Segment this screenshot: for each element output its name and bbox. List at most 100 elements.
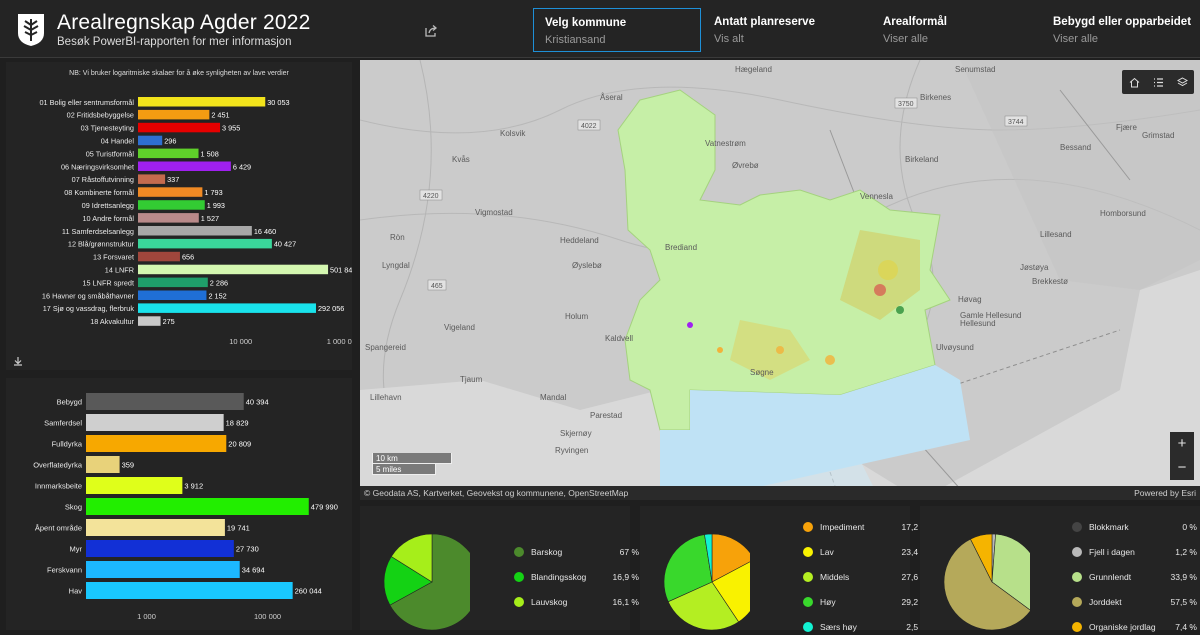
legend-swatch [1072, 597, 1082, 607]
legend-value: 29,2 % [901, 597, 928, 607]
app-header: Arealregnskap Agder 2022 Besøk PowerBI-r… [0, 0, 1200, 58]
pie-slice [970, 533, 993, 583]
category-label: 05 Turistformål [86, 149, 135, 158]
legend-value: 2,5 % [906, 622, 928, 632]
bar [86, 540, 234, 557]
bar [138, 226, 252, 236]
bar [138, 109, 210, 120]
share-icon[interactable] [424, 24, 438, 38]
site-quality-pie [663, 533, 750, 630]
svg-text:Kaldvell: Kaldvell [605, 334, 633, 343]
legend-item[interactable]: Blokkmark 0 % [1072, 521, 1197, 535]
layers-icon[interactable] [1170, 70, 1194, 94]
svg-text:4022: 4022 [581, 123, 597, 130]
filter-arealformal[interactable]: Arealformål Viser alle [872, 8, 1040, 52]
app-subtitle[interactable]: Besøk PowerBI-rapporten for mer informas… [57, 36, 292, 48]
powered-by-esri[interactable]: Powered by Esri [1134, 488, 1196, 498]
category-label: 04 Handel [101, 136, 135, 145]
svg-text:Bessand: Bessand [1060, 143, 1091, 152]
legend-value: 23,4 % [901, 547, 928, 557]
category-label: 03 Tjenesteyting [81, 124, 134, 133]
bar [86, 456, 120, 473]
legend-value: 27,6 % [901, 572, 928, 582]
download-icon[interactable] [13, 356, 23, 366]
value-label: 20 809 [228, 440, 251, 449]
legend-item[interactable]: Fjell i dagen 1,2 % [1072, 546, 1197, 560]
pie-slice [383, 556, 433, 606]
legend-label: Grunnlendt [1089, 572, 1132, 582]
legend-item[interactable]: Organiske jordlag 7,4 % [1072, 621, 1197, 635]
legend-label: Jorddekt [1089, 597, 1122, 607]
svg-text:Brediand: Brediand [665, 243, 697, 252]
filter-kommune[interactable]: Velg kommune Kristiansand [533, 8, 701, 52]
legend-item[interactable]: Lav 23,4 % [803, 546, 928, 560]
map-view[interactable]: Hægeland Senumstad Vatnestrøm Kvås Kolsv… [360, 60, 1200, 500]
legend-item[interactable]: Lauvskog 16,1 % [514, 596, 639, 610]
legend-label: Fjell i dagen [1089, 547, 1135, 557]
svg-text:Ulvøysund: Ulvøysund [936, 343, 974, 352]
legend-swatch [803, 522, 813, 532]
axis-tick-label: 1 000 000 [327, 337, 352, 346]
basemap[interactable]: Hægeland Senumstad Vatnestrøm Kvås Kolsv… [360, 60, 1200, 500]
legend-label: Lav [820, 547, 834, 557]
legend-label: Lauvskog [531, 597, 568, 607]
value-label: 479 990 [311, 503, 338, 512]
value-label: 2 286 [210, 278, 228, 287]
bar [86, 435, 227, 452]
svg-text:Holum: Holum [565, 312, 588, 321]
value-label: 19 741 [227, 524, 250, 533]
legend-item[interactable]: Grunnlendt 33,9 % [1072, 571, 1197, 585]
value-label: 3 955 [222, 124, 240, 133]
legend-icon[interactable] [1146, 70, 1170, 94]
bar [138, 251, 180, 262]
map-toolbar [1122, 70, 1194, 94]
value-label: 275 [163, 317, 175, 326]
legend-swatch [1072, 572, 1082, 582]
legend-item[interactable]: Særs høy 2,5 % [803, 621, 928, 635]
svg-text:Skjernøy: Skjernøy [560, 429, 592, 438]
category-label: 14 LNFR [105, 265, 134, 274]
legend-value: 16,9 % [612, 572, 639, 582]
legend-item[interactable]: Blandingsskog 16,9 % [514, 571, 639, 585]
svg-text:Tjaum: Tjaum [460, 375, 483, 384]
zoom-out-button[interactable]: − [1170, 456, 1194, 480]
landcover-chart-panel: Bebygd 40 394 Samferdsel 18 829 Fulldyrka 20 … [6, 378, 352, 630]
legend-label: Særs høy [820, 622, 857, 632]
log-scale-note: NB: Vi bruker logaritmiske skalaer for å… [69, 70, 289, 77]
legend-item[interactable]: Middels 27,6 % [803, 571, 928, 585]
filter-label: Antatt planreserve [714, 16, 815, 28]
svg-text:Ryvingen: Ryvingen [555, 446, 588, 455]
value-label: 1 508 [201, 149, 219, 158]
home-icon[interactable] [1122, 70, 1146, 94]
legend-item[interactable]: Jorddekt 57,5 % [1072, 596, 1197, 610]
legend-label: Blandingsskog [531, 572, 587, 582]
category-label: Åpent område [35, 524, 82, 533]
filter-planreserve[interactable]: Antatt planreserve Vis alt [703, 8, 871, 52]
svg-text:3750: 3750 [898, 101, 914, 108]
legend-item[interactable]: Impediment 17,2 % [803, 521, 928, 535]
bar [138, 97, 266, 107]
category-label: Samferdsel [44, 419, 82, 428]
value-label: 296 [164, 136, 176, 145]
svg-text:Grimstad: Grimstad [1142, 131, 1174, 140]
zoom-in-button[interactable]: + [1170, 432, 1194, 456]
category-label: 18 Akvakultur [90, 317, 134, 326]
forest-type-panel: Barskog 67 % Blandingsskog 16,9 % Lauvskog 16… [360, 506, 639, 630]
site-quality-panel: Impediment 17,2 % Lav 23,4 % Middels 27,6 % Hø… [640, 506, 928, 632]
forest-type-pie [383, 533, 470, 630]
landcover-bar-chart: Bebygd 40 394 Samferdsel 18 829 Fulldyrka 20 … [33, 393, 338, 621]
legend-item[interactable]: Høy 29,2 % [803, 596, 928, 610]
bar [138, 174, 166, 184]
category-label: 06 Næringsvirksomhet [61, 162, 134, 171]
bar [138, 161, 231, 171]
filter-bebygd[interactable]: Bebygd eller opparbeidet Viser alle [1042, 8, 1200, 52]
scale-bar-miles: 5 miles [372, 464, 436, 475]
value-label: 2 451 [211, 111, 229, 120]
legend-item[interactable]: Barskog 67 % [514, 546, 639, 560]
coat-of-arms-icon [18, 14, 44, 46]
legend-label: Organiske jordlag [1089, 622, 1156, 632]
svg-text:Hægeland: Hægeland [735, 65, 772, 74]
svg-text:Kvås: Kvås [452, 155, 470, 164]
legend-swatch [803, 547, 813, 557]
category-label: Skog [65, 503, 82, 512]
